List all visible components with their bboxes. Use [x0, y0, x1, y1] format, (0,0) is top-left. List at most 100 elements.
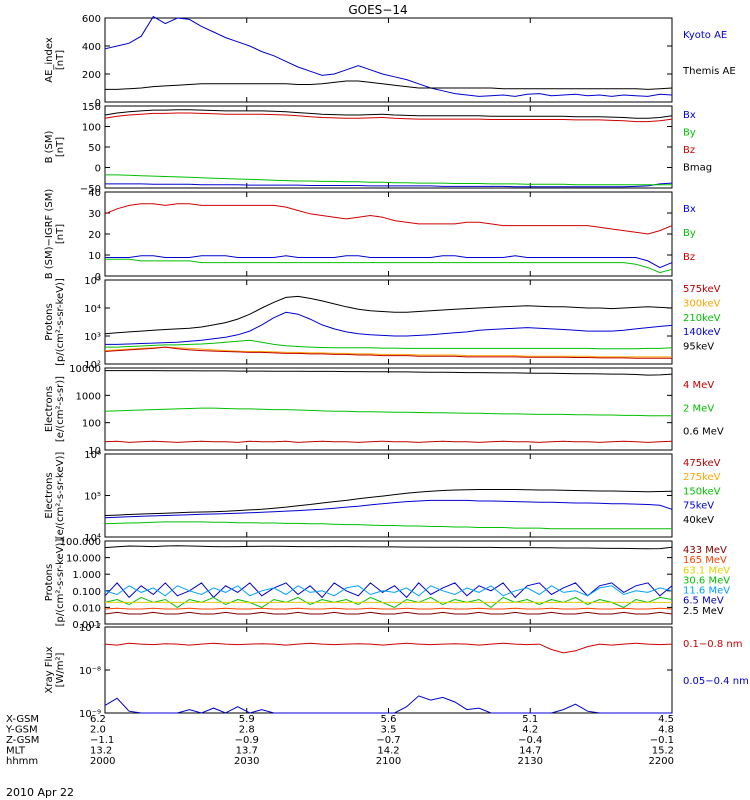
series-line — [104, 585, 673, 597]
panel-frame — [104, 191, 673, 277]
y-tick-label: 400 — [82, 42, 101, 53]
ephemeris-value: 3.5 — [381, 725, 397, 736]
series-line — [105, 174, 672, 186]
panel-frame — [104, 367, 673, 451]
legend-entry: Bmag — [683, 163, 712, 174]
y-tick-label: 10⁴ — [84, 304, 101, 315]
y-tick-label: 0 — [95, 164, 101, 175]
ephemeris-row-label: Z-GSM — [6, 735, 39, 746]
legend-entry: 475keV — [683, 458, 721, 469]
ephemeris-value: −0.9 — [235, 735, 259, 746]
legend-entry: 30.6 MeV — [683, 575, 730, 586]
legend-entry: Bz — [683, 252, 695, 263]
series-line — [104, 607, 673, 610]
legend-entry: 6.5 MeV — [683, 596, 724, 607]
ephemeris-value: 15.2 — [652, 746, 674, 757]
y-axis-label-line: Protons — [44, 303, 55, 340]
ephemeris-value: 2.8 — [239, 725, 255, 736]
legend-entry: 63.1 MeV — [683, 565, 730, 576]
legend-entry: 2.5 MeV — [683, 606, 724, 617]
legend-entry: 165 MeV — [683, 555, 727, 566]
y-tick-label: 10⁵ — [84, 276, 101, 287]
series-line — [104, 499, 673, 519]
panel-3: 0 10 20 30 40 B (SM)−IGRF (SM)[nT] Bx By Bz — [44, 188, 696, 283]
series-line — [105, 258, 673, 274]
y-tick-label: 10.000 — [66, 554, 101, 565]
series-line — [105, 182, 673, 188]
panel-1: 0 200 400 600 AE_index[nT] Kyoto AE Themis AE — [44, 14, 736, 109]
y-tick-label: 10 — [88, 446, 101, 457]
ephemeris-row-label: MLT — [6, 746, 26, 757]
y-tick-label: 600 — [82, 14, 101, 25]
series-line — [104, 203, 673, 235]
y-tick-label: 100 — [82, 123, 101, 134]
legend-entry: 0.05−0.4 nm — [683, 676, 749, 687]
y-axis-label-line: Protons — [44, 564, 55, 601]
legend-entry: 140keV — [683, 327, 721, 338]
series-line — [104, 695, 672, 714]
y-tick-label: 0.010 — [72, 603, 101, 614]
legend-entry: 40keV — [683, 515, 714, 526]
panel-frame — [104, 17, 673, 103]
ephemeris-value: 4.5 — [658, 714, 674, 725]
y-axis-label-line: [nT] — [55, 224, 66, 244]
y-axis-label-line: B (SM)−IGRF (SM) — [44, 189, 55, 280]
y-tick-label: 10⁵ — [84, 492, 101, 503]
ephemeris-value: 5.6 — [381, 714, 397, 725]
legend-entry: 95keV — [683, 342, 714, 353]
ephemeris-value: 14.7 — [519, 746, 541, 757]
series-line — [104, 521, 672, 530]
legend-entry: 150keV — [683, 486, 721, 497]
legend-entry: 4 MeV — [683, 380, 714, 391]
panel-frame — [104, 279, 673, 365]
legend-entry: Bx — [683, 110, 696, 121]
series-line — [104, 440, 673, 443]
ephemeris-row-label: hhmm — [6, 756, 38, 767]
ephemeris-value: 2130 — [518, 756, 543, 767]
ephemeris-value: −0.4 — [518, 735, 542, 746]
series-line — [104, 346, 672, 359]
y-tick-label: 10⁻⁷ — [79, 623, 101, 634]
panel-4: 10² 10³ 10⁴ 10⁵ Protons[p/(cm²-s-sr-keV)] 575… — [44, 276, 721, 371]
ephemeris-row-label: X-GSM — [6, 714, 39, 725]
series-line — [105, 339, 673, 350]
legend-entry: 210keV — [683, 313, 721, 324]
legend-entry: Bx — [683, 204, 696, 215]
y-axis-label-line: Xray Flux — [44, 646, 55, 693]
y-tick-label: 10000 — [69, 364, 101, 375]
y-axis-label-line: [e/(cm²-s-sr-keV)] — [55, 452, 66, 540]
ephemeris-value: 2000 — [90, 756, 115, 767]
series-line — [104, 346, 672, 358]
ephemeris-value: −1.1 — [90, 735, 114, 746]
y-axis-label: Electrons[e/(cm²-s-sr)] — [44, 376, 66, 442]
y-axis-label-line: [p/(cm²-s-sr-keV)] — [55, 278, 66, 366]
legend-entry: 275keV — [683, 472, 721, 483]
y-tick-label: 100 — [82, 419, 101, 430]
y-axis-label: AE_index[nT] — [44, 37, 66, 83]
y-tick-label: 10⁶ — [84, 450, 101, 461]
ephemeris-value: 5.9 — [239, 714, 255, 725]
legend-entry: 575keV — [683, 284, 721, 295]
y-axis-label: B (SM)−IGRF (SM)[nT] — [44, 189, 66, 280]
series-line — [104, 545, 673, 550]
y-axis-label-line: [p/(cm²-s-sr-keV)] — [55, 539, 66, 627]
y-tick-label: 0 — [95, 98, 101, 109]
legend-entry: 75keV — [683, 501, 714, 512]
y-tick-label: 1.000 — [72, 570, 101, 581]
y-tick-label: 200 — [82, 70, 101, 81]
y-axis-label: Xray Flux[W/m²] — [44, 646, 66, 693]
y-tick-label: 10³ — [84, 332, 101, 343]
y-axis-label: Protons[p/(cm²-s-sr-keV)] — [44, 539, 66, 627]
y-axis-label: Electrons[e/(cm²-s-sr-keV)] — [44, 452, 66, 540]
y-tick-label: −50 — [80, 184, 101, 195]
series-line — [104, 407, 672, 417]
legend-entry: By — [683, 128, 696, 139]
y-tick-label: 20 — [88, 230, 101, 241]
series-line — [104, 611, 673, 615]
y-axis-label-line: Electrons — [44, 472, 55, 518]
series-line — [105, 80, 673, 90]
legend-entry: By — [683, 228, 696, 239]
legend-entry: Bz — [683, 145, 695, 156]
y-tick-label: 30 — [88, 209, 101, 220]
